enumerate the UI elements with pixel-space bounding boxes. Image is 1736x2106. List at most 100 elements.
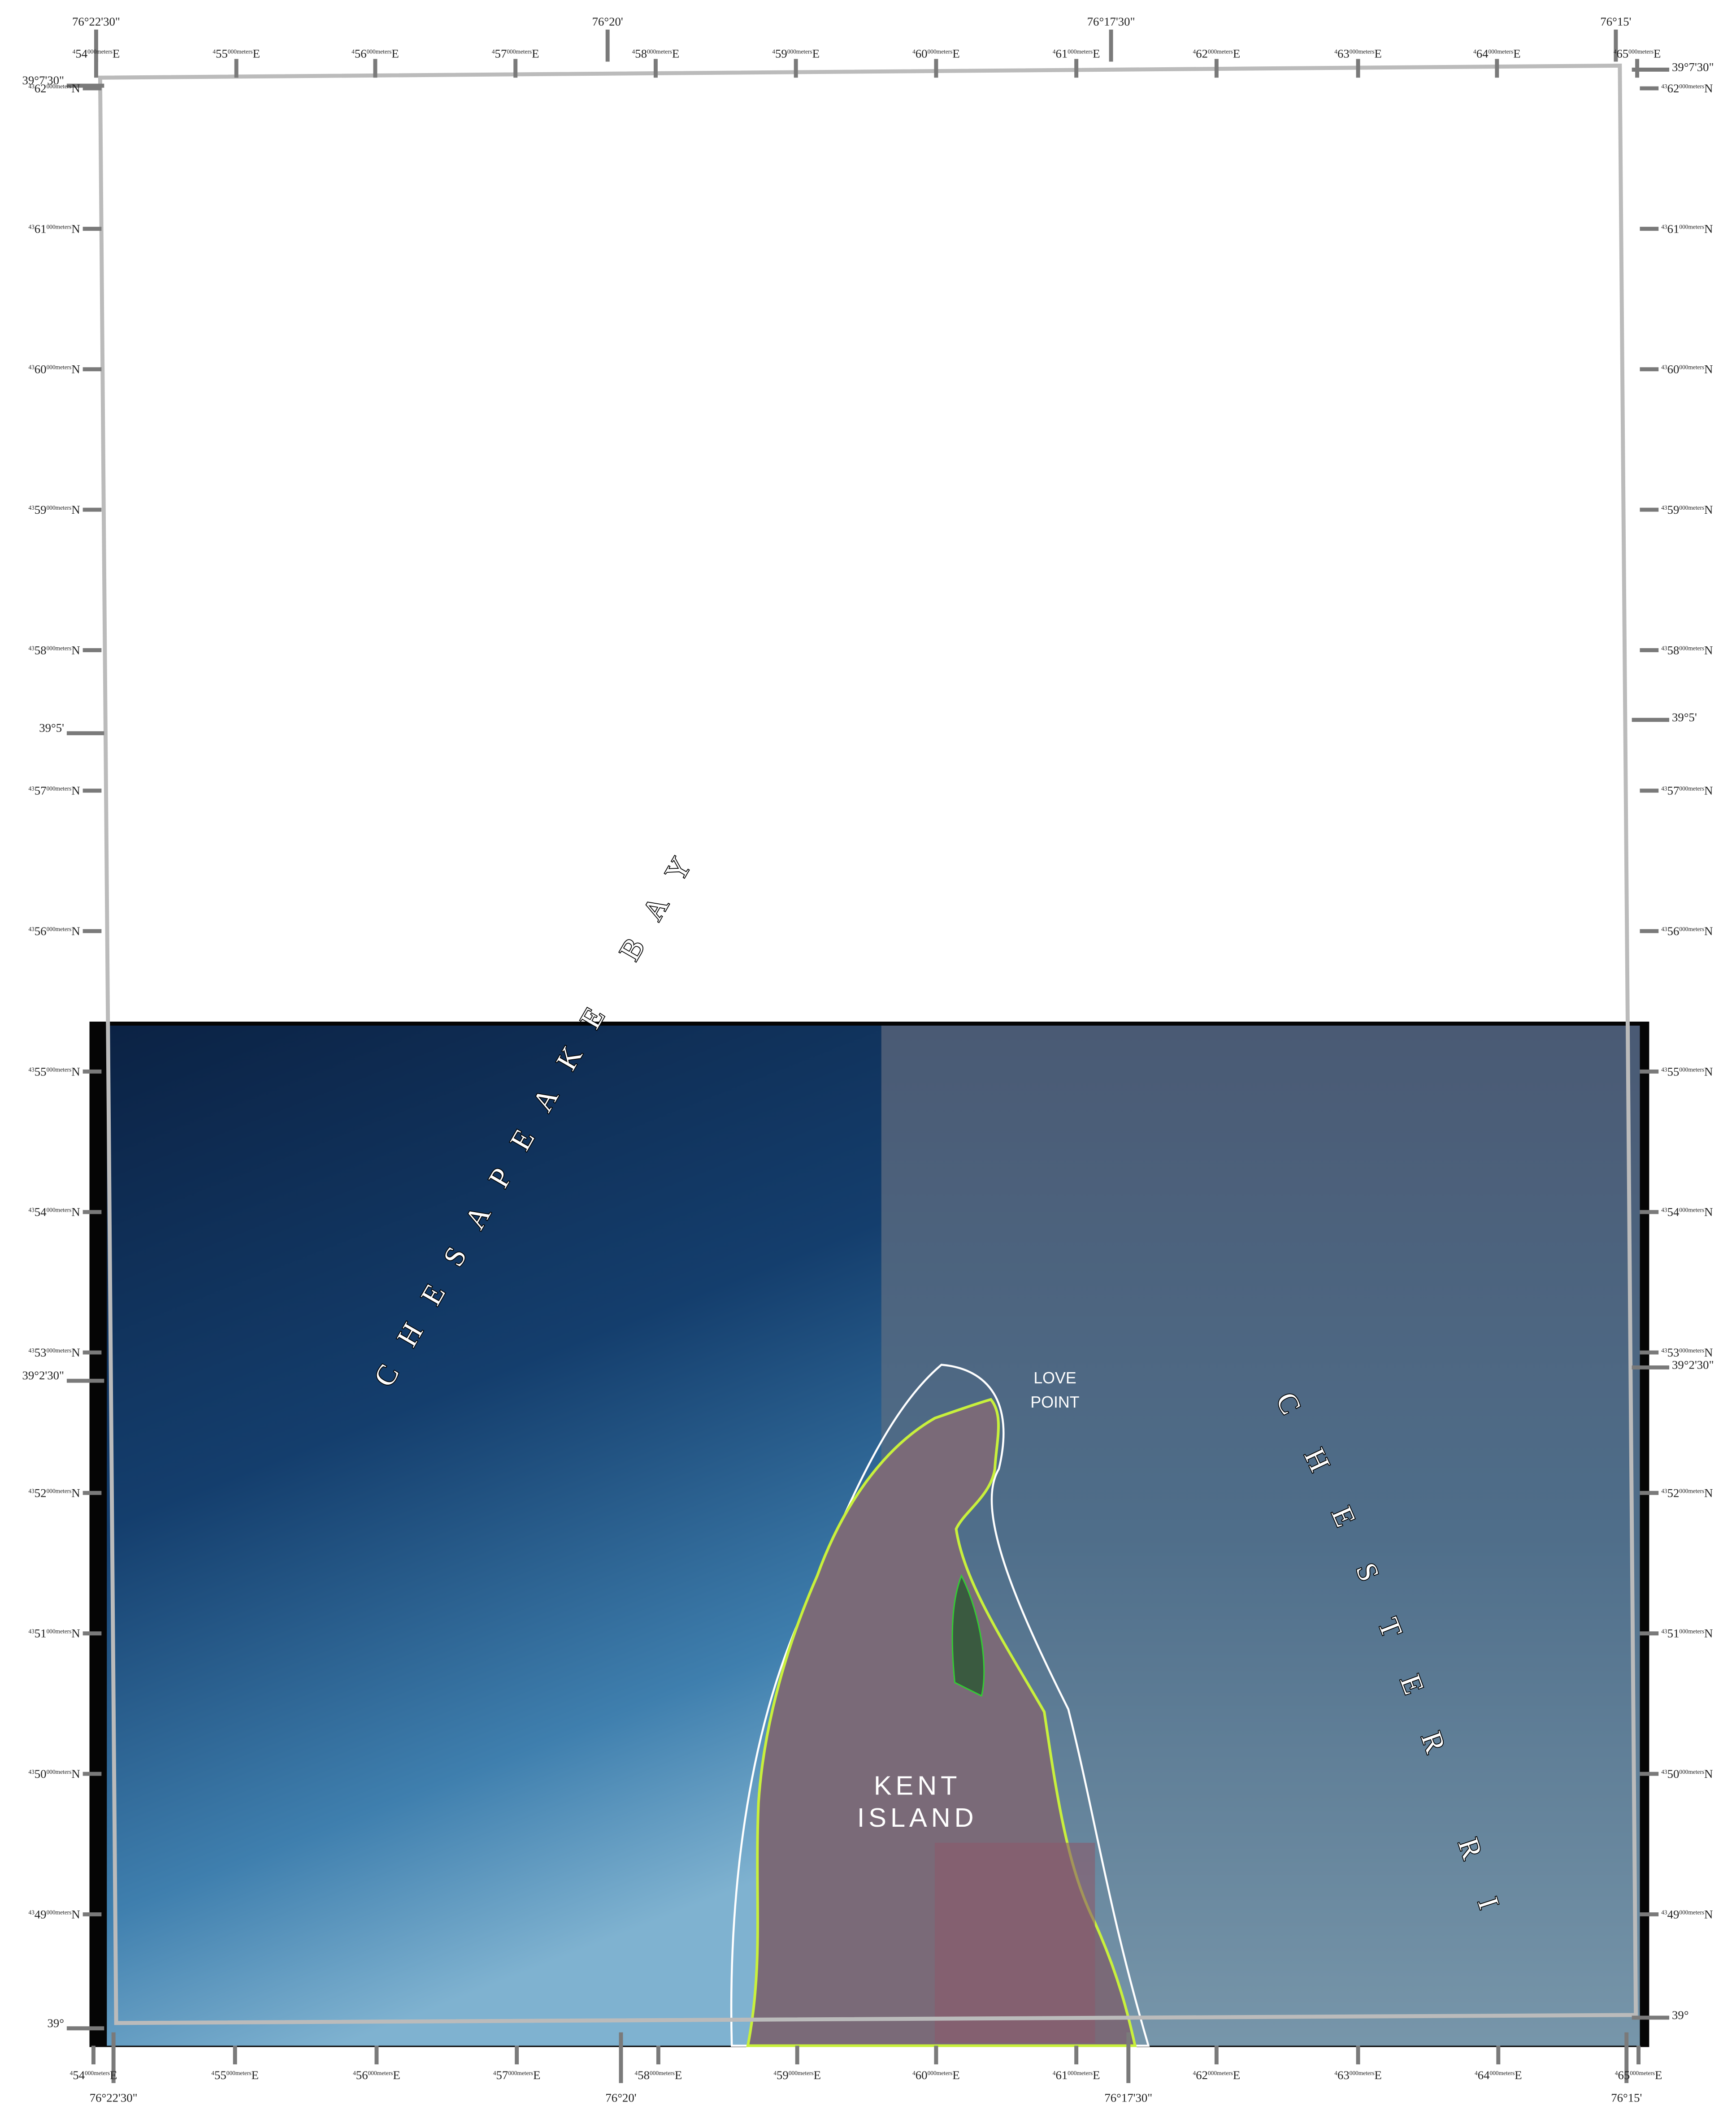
utm-hemi: E xyxy=(1655,2068,1662,2082)
utm-hemi: E xyxy=(1515,2068,1522,2082)
utm-lead: 4 xyxy=(912,2070,916,2076)
utm-main: 49 xyxy=(35,1907,47,1921)
island-label: ISLAND xyxy=(857,1803,978,1833)
utm-main: 58 xyxy=(638,2068,650,2082)
utm-lead: 43 xyxy=(28,926,35,932)
utm-hemi: E xyxy=(1233,47,1240,61)
utm-lead: 4 xyxy=(1334,48,1337,55)
utm-lead: 43 xyxy=(1661,1066,1667,1073)
utm-label: 461000metersE xyxy=(1053,2068,1100,2082)
utm-tail: 000meters xyxy=(1679,504,1704,511)
utm-label: 462000metersE xyxy=(1193,2068,1241,2082)
utm-main: 55 xyxy=(214,2068,226,2082)
utm-label: 465000metersE xyxy=(1614,47,1661,61)
utm-tail: 000meters xyxy=(1679,785,1704,792)
utm-main: 56 xyxy=(1667,924,1680,938)
utm-label: 464000metersE xyxy=(1475,2068,1522,2082)
utm-main: 57 xyxy=(35,784,47,797)
utm-label: 456000metersE xyxy=(353,2068,400,2082)
utm-tail: 000meters xyxy=(1679,364,1704,371)
utm-hemi: N xyxy=(1704,643,1713,657)
utm-label: 457000metersE xyxy=(493,2068,541,2082)
utm-hemi: N xyxy=(1704,1907,1713,1921)
utm-lead: 4 xyxy=(73,48,76,55)
utm-label: 4358000metersN xyxy=(1661,643,1713,657)
utm-label: 455000metersE xyxy=(211,2068,259,2082)
utm-lead: 43 xyxy=(1661,223,1667,230)
marsh xyxy=(951,1574,985,1697)
utm-lead: 43 xyxy=(1661,504,1667,511)
utm-lead: 4 xyxy=(772,48,775,55)
utm-lead: 4 xyxy=(1193,48,1196,55)
utm-hemi: N xyxy=(71,363,80,376)
utm-main: 57 xyxy=(1667,784,1680,797)
utm-main: 61 xyxy=(1056,47,1068,61)
utm-tail: 000meters xyxy=(47,1207,72,1213)
utm-main: 60 xyxy=(916,2068,928,2082)
utm-lead: 4 xyxy=(912,48,916,55)
utm-label: 4358000metersN xyxy=(28,643,80,657)
island-label: KENT xyxy=(874,1771,961,1801)
utm-main: 58 xyxy=(1667,643,1680,657)
utm-hemi: N xyxy=(71,1346,80,1359)
utm-lead: 4 xyxy=(352,48,355,55)
utm-tail: 000meters xyxy=(1679,1628,1704,1635)
utm-tail: 000meters xyxy=(87,48,113,55)
utm-tail: 000meters xyxy=(1679,926,1704,932)
utm-label: 4361000metersN xyxy=(28,222,80,235)
utm-lead: 43 xyxy=(1661,83,1667,90)
lat-label: 39°7'30" xyxy=(1672,60,1714,74)
utm-lead: 4 xyxy=(1475,2070,1478,2076)
utm-hemi: N xyxy=(71,1065,80,1078)
utm-lead: 4 xyxy=(635,2070,638,2076)
utm-main: 60 xyxy=(35,363,47,376)
utm-lead: 43 xyxy=(1661,364,1667,371)
utm-label: 462000metersE xyxy=(1193,47,1241,61)
lon-label: 76°20' xyxy=(605,2091,636,2105)
utm-lead: 4 xyxy=(70,2070,73,2076)
utm-lead: 4 xyxy=(632,48,635,55)
lon-label: 76°22'30" xyxy=(72,15,120,28)
utm-tail: 000meters xyxy=(47,645,72,651)
utm-hemi: E xyxy=(1375,47,1382,61)
utm-hemi: N xyxy=(71,1486,80,1499)
utm-label: 4359000metersN xyxy=(28,503,80,516)
utm-label: 4349000metersN xyxy=(28,1907,80,1921)
utm-tail: 000meters xyxy=(789,2070,814,2076)
utm-tail: 000meters xyxy=(787,48,812,55)
utm-lead: 43 xyxy=(1661,1768,1667,1775)
utm-label: 4362000metersN xyxy=(28,82,80,95)
utm-tail: 000meters xyxy=(47,1066,72,1073)
utm-label: 4360000metersN xyxy=(28,363,80,376)
utm-hemi: E xyxy=(1093,2068,1100,2082)
utm-hemi: N xyxy=(1704,1486,1713,1499)
utm-label: 465000metersE xyxy=(1615,2068,1662,2082)
utm-hemi: E xyxy=(952,2068,959,2082)
utm-label: 4360000metersN xyxy=(1661,363,1713,376)
utm-main: 49 xyxy=(1667,1907,1680,1921)
utm-hemi: N xyxy=(71,1627,80,1640)
utm-lead: 43 xyxy=(1661,1347,1667,1354)
utm-main: 62 xyxy=(1196,2068,1208,2082)
utm-label: 460000metersE xyxy=(912,2068,960,2082)
utm-main: 50 xyxy=(35,1767,47,1781)
utm-label: 4349000metersN xyxy=(1661,1907,1713,1921)
utm-hemi: E xyxy=(1513,47,1520,61)
utm-tail: 000meters xyxy=(47,1487,72,1494)
utm-label: 459000metersE xyxy=(772,47,820,61)
utm-main: 59 xyxy=(775,47,787,61)
utm-lead: 43 xyxy=(1661,926,1667,932)
utm-tail: 000meters xyxy=(47,785,72,792)
utm-label: 463000metersE xyxy=(1334,47,1382,61)
utm-main: 56 xyxy=(355,47,367,61)
utm-label: 464000metersE xyxy=(1473,47,1521,61)
utm-lead: 43 xyxy=(28,83,35,90)
utm-hemi: N xyxy=(1704,222,1713,235)
utm-tail: 000meters xyxy=(47,926,72,932)
utm-main: 54 xyxy=(73,2068,85,2082)
utm-label: 4355000metersN xyxy=(1661,1065,1713,1078)
utm-label: 454000metersE xyxy=(70,2068,117,2082)
utm-lead: 43 xyxy=(1661,1487,1667,1494)
lat-label: 39°5' xyxy=(1672,711,1697,724)
utm-tail: 000meters xyxy=(1679,1768,1704,1775)
